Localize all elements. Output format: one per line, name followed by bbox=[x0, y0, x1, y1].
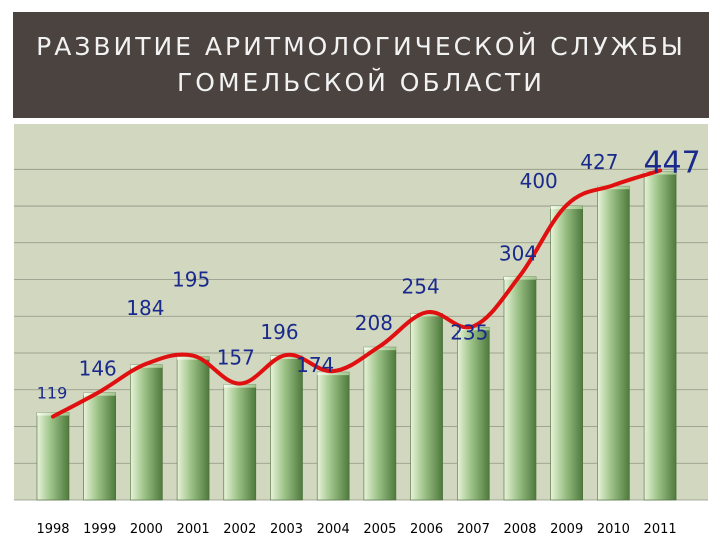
bar-cap-2005 bbox=[363, 347, 396, 351]
bar-cap-2001 bbox=[177, 356, 210, 360]
data-label: 174 bbox=[296, 353, 334, 377]
data-label: 400 bbox=[520, 169, 558, 193]
bar-cap-2007 bbox=[457, 327, 490, 331]
x-tick-label: 2008 bbox=[503, 522, 536, 537]
bar-2008 bbox=[503, 276, 537, 501]
data-label: 208 bbox=[355, 311, 393, 335]
bar-2010 bbox=[597, 185, 630, 501]
x-tick-label: 1999 bbox=[83, 522, 116, 537]
data-label: 235 bbox=[450, 320, 488, 344]
x-tick-label: 1998 bbox=[36, 522, 69, 537]
chart-title-line-1: РАЗВИТИЕ АРИТМОЛОГИЧЕСКОЙ СЛУЖБЫ bbox=[36, 32, 686, 61]
bar-cap-2000 bbox=[130, 364, 163, 368]
bar-2011 bbox=[643, 171, 677, 501]
title-bar: РАЗВИТИЕ АРИТМОЛОГИЧЕСКОЙ СЛУЖБЫ ГОМЕЛЬС… bbox=[13, 12, 709, 118]
x-tick-label: 2004 bbox=[317, 522, 350, 537]
x-tick-label: 2000 bbox=[130, 522, 163, 537]
x-tick-label: 2011 bbox=[644, 522, 677, 537]
bar-cap-2003 bbox=[270, 355, 303, 359]
bar-2006 bbox=[410, 313, 443, 501]
x-tick-label: 2010 bbox=[597, 522, 630, 537]
x-tick-label: 2007 bbox=[457, 522, 490, 537]
plot-area bbox=[14, 124, 708, 500]
bar-2003 bbox=[270, 355, 303, 501]
bar-2005 bbox=[363, 346, 397, 501]
bar-1998 bbox=[36, 412, 70, 501]
data-label: 184 bbox=[126, 296, 164, 320]
gridlines bbox=[14, 168, 708, 501]
bar-cap-1999 bbox=[83, 392, 116, 396]
x-tick-label: 2005 bbox=[363, 522, 396, 537]
bar-cap-2002 bbox=[223, 384, 256, 388]
data-label: 304 bbox=[499, 242, 537, 266]
chart-title-line-2: ГОМЕЛЬСКОЙ ОБЛАСТИ bbox=[177, 68, 545, 97]
data-label: 427 bbox=[580, 150, 618, 174]
x-tick-label: 2003 bbox=[270, 522, 303, 537]
trend-line bbox=[51, 168, 663, 419]
bar-cap-2010 bbox=[597, 186, 630, 190]
bar-2001 bbox=[176, 356, 210, 501]
bar-2007 bbox=[456, 326, 490, 501]
bar-cap-2011 bbox=[644, 171, 677, 175]
data-label: 195 bbox=[172, 268, 210, 292]
bar-cap-2004 bbox=[317, 372, 350, 376]
data-label: 119 bbox=[37, 384, 68, 403]
x-axis-labels: 1998 1999 2000 2001 2002 2003 2004 2005 2006 2007… bbox=[36, 522, 676, 537]
x-tick-label: 2009 bbox=[550, 522, 583, 537]
bar-2009 bbox=[550, 205, 584, 501]
bar-2002 bbox=[223, 384, 257, 501]
x-tick-label: 2006 bbox=[410, 522, 443, 537]
data-label: 146 bbox=[79, 357, 117, 381]
x-tick-label: 2001 bbox=[177, 522, 210, 537]
bar-2004 bbox=[316, 371, 350, 501]
data-label: 196 bbox=[260, 320, 298, 344]
bar-1999 bbox=[83, 392, 116, 501]
data-label: 157 bbox=[217, 346, 255, 370]
data-label: 447 bbox=[643, 146, 700, 181]
bars bbox=[36, 171, 677, 501]
bar-cap-2006 bbox=[410, 313, 443, 317]
data-label: 254 bbox=[402, 274, 440, 298]
x-tick-label: 2002 bbox=[223, 522, 256, 537]
bar-cap-1998 bbox=[37, 412, 69, 416]
bar-2000 bbox=[130, 364, 163, 501]
